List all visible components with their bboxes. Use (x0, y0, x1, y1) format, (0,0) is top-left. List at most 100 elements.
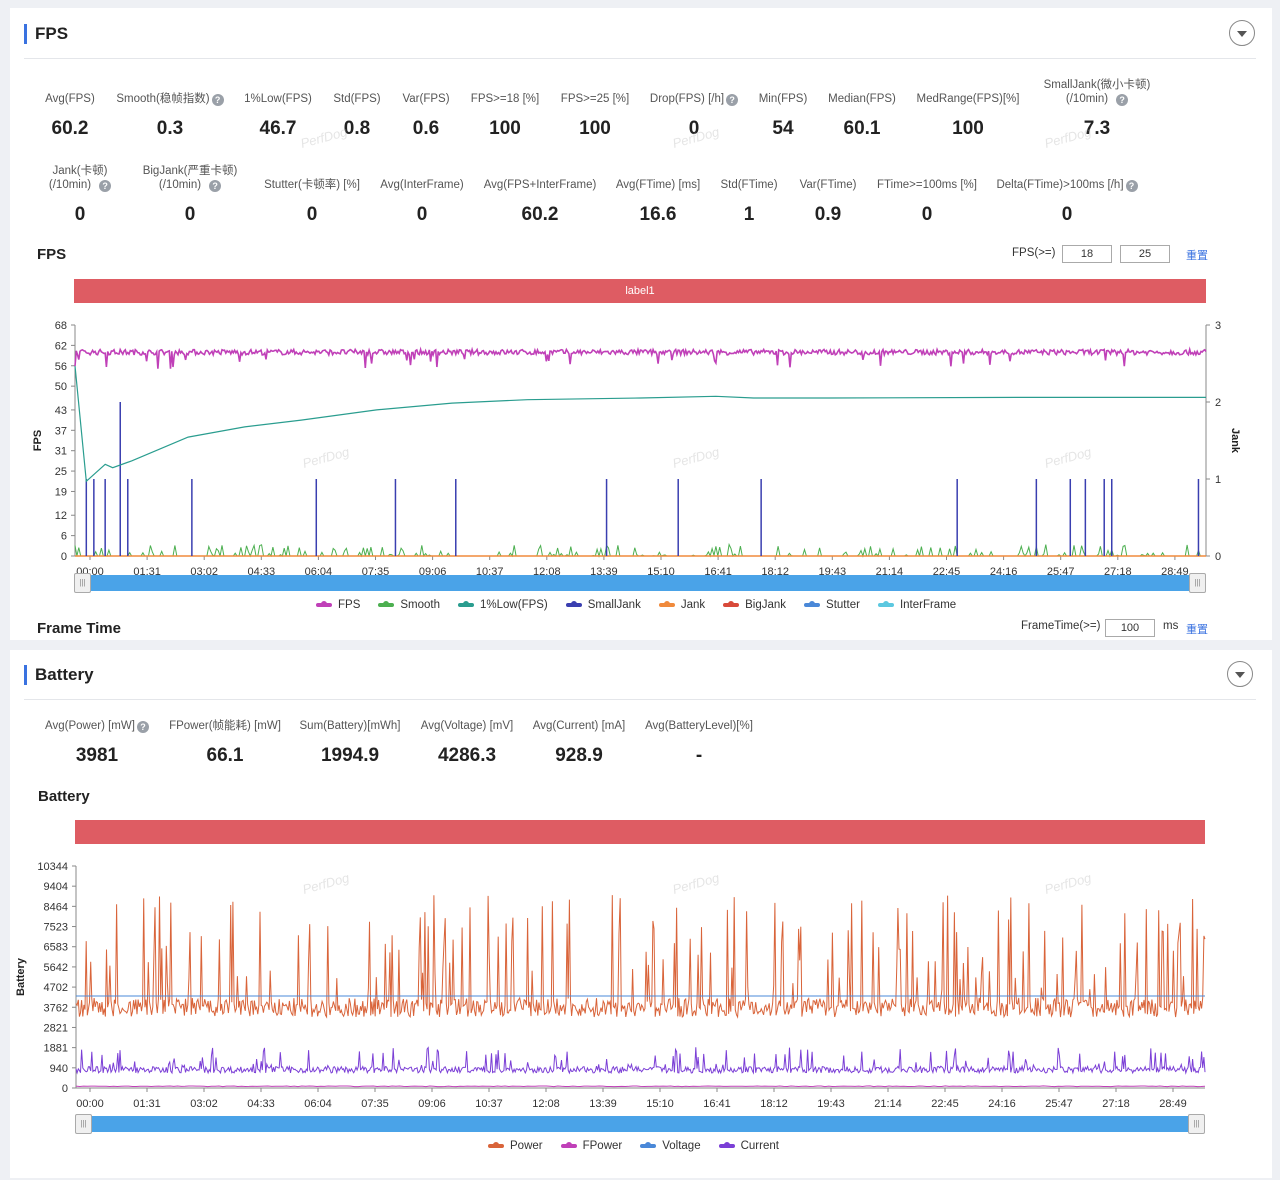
metric-value: 0.3 (156, 118, 184, 139)
frametime-reset-link[interactable]: 重置 (1186, 624, 1208, 636)
help-icon[interactable]: ? (136, 721, 149, 733)
fps-legend: FPS Smooth 1%Low(FPS) SmallJank Jank BigJank S… (316, 599, 956, 611)
help-icon[interactable]: ? (209, 180, 222, 192)
panel-divider (24, 699, 1256, 700)
metric-label: Avg(Current) [mA] (532, 720, 626, 732)
y-tick-label: 19 (55, 486, 67, 498)
legend-item[interactable]: Power (488, 1140, 543, 1152)
legend-item[interactable]: FPS (316, 599, 360, 611)
chevron-down-icon (1235, 672, 1245, 678)
metric-value: 1 (743, 204, 755, 225)
x-tick-label: 10:37 (475, 1098, 503, 1110)
x-tick-label: 28:49 (1159, 1098, 1187, 1110)
fps-collapse-button[interactable] (1229, 20, 1255, 46)
fps-row1-metric: Min(FPS) 54 (703, 92, 863, 139)
x-tick-label: 04:33 (247, 1098, 275, 1110)
metric-label: Stutter(卡顿率) [%] (264, 179, 360, 191)
metric-label-unit: (/10min)? (110, 178, 270, 192)
legend-swatch-icon (640, 1142, 657, 1148)
metric-value: 60.2 (51, 118, 89, 139)
legend-label: Smooth (400, 599, 441, 611)
y2-tick-label: 0 (1215, 551, 1221, 563)
metric-label-unit: (/10min)? (1017, 92, 1177, 106)
panel-divider (24, 58, 1256, 59)
help-icon[interactable]: ? (211, 94, 224, 106)
metric-label: Std(FPS) (333, 93, 381, 105)
battery-collapse-button[interactable] (1227, 661, 1253, 687)
metric-value: 100 (579, 118, 611, 139)
help-icon[interactable]: ? (1125, 180, 1138, 192)
metric-label: Median(FPS) (828, 93, 896, 105)
legend-swatch-icon (316, 601, 332, 607)
metric-value: 3981 (75, 745, 119, 766)
fps-slider-handle-right[interactable]: ||| (1189, 573, 1206, 593)
fps-threshold-input-1[interactable] (1062, 245, 1112, 263)
legend-swatch-icon (804, 601, 821, 607)
y2-tick-label: 1 (1215, 474, 1221, 486)
fps-row1-metric: Std(FPS) 0.8 (277, 92, 437, 139)
series-power (75, 895, 1206, 1019)
fps-row2-metric: BigJank(严重卡顿) (/10min)? 0 (110, 164, 270, 225)
battery-label-band[interactable] (75, 820, 1205, 844)
y-tick-label: 31 (55, 446, 67, 458)
metric-label: Avg(FPS) (45, 93, 95, 105)
metric-value: 0 (1061, 204, 1073, 225)
legend-item[interactable]: 1%Low(FPS) (458, 599, 548, 611)
fps-label-band[interactable]: label1 (74, 279, 1206, 303)
fps-threshold-input-2[interactable] (1120, 245, 1170, 263)
legend-label: SmallJank (587, 599, 641, 611)
x-tick-label: 01:31 (133, 1098, 161, 1110)
legend-label: Jank (680, 599, 706, 611)
battery-chart-title: Battery (38, 788, 90, 805)
metric-label: Var(FTime) (799, 179, 857, 191)
legend-item[interactable]: Jank (658, 599, 706, 611)
legend-item[interactable]: Stutter (804, 599, 860, 611)
x-tick-label: 22:45 (931, 1098, 959, 1110)
battery-slider-handle-left[interactable]: ||| (75, 1114, 92, 1134)
metric-value: 16.6 (639, 204, 677, 225)
help-icon[interactable]: ? (99, 180, 112, 192)
frametime-input[interactable] (1105, 619, 1155, 637)
fps-time-slider[interactable]: ||| ||| (74, 573, 1206, 593)
fps-row2-metric: Jank(卡顿) (/10min)? 0 (0, 164, 160, 225)
frametime-label: FrameTime(>=) (1021, 620, 1101, 632)
battery-chart[interactable]: 0 940 1881 2821 3762 4702 5642 6583 7523 8464 9404… (10, 856, 1272, 1116)
metric-value: 1994.9 (320, 745, 380, 766)
legend-item[interactable]: Current (718, 1140, 779, 1152)
metric-value: 0 (921, 204, 933, 225)
help-icon[interactable]: ? (1116, 94, 1129, 106)
legend-label: FPS (338, 599, 361, 611)
metric-label-unit: (/10min)? (0, 178, 160, 192)
fps-slider-handle-left[interactable]: ||| (74, 573, 91, 593)
legend-swatch-icon (565, 601, 582, 607)
metric-value: 0 (74, 204, 86, 225)
metric-label: Delta(FTime)>100ms [/h]? (987, 178, 1147, 192)
legend-swatch-icon (488, 1142, 504, 1148)
legend-item[interactable]: InterFrame (877, 599, 956, 611)
metric-label: Var(FPS) (402, 93, 450, 105)
legend-item[interactable]: Smooth (378, 599, 440, 611)
y-tick-label: 50 (55, 381, 67, 393)
battery-metric: Avg(BatteryLevel)[%] - (619, 719, 779, 766)
legend-item[interactable]: BigJank (723, 599, 786, 611)
y-tick-label: 7523 (44, 922, 68, 934)
legend-item[interactable]: SmallJank (565, 599, 641, 611)
metric-label: Sum(Battery)[mWh] (299, 720, 401, 732)
y-tick-label: 68 (55, 320, 67, 332)
metric-value: 100 (489, 118, 521, 139)
battery-slider-handle-right[interactable]: ||| (1188, 1114, 1205, 1134)
metric-label: Drop(FPS) [/h]? (614, 92, 774, 106)
series-1pct-low (74, 365, 1206, 483)
metric-label: BigJank(严重卡顿) (142, 165, 238, 177)
metric-label: SmallJank(微小卡顿) (1043, 79, 1151, 91)
fps-reset-link[interactable]: 重置 (1186, 250, 1208, 262)
series-current (75, 1046, 1206, 1075)
legend-swatch-icon (560, 1142, 577, 1148)
legend-item[interactable]: Voltage (640, 1140, 701, 1152)
battery-metric: Avg(Current) [mA] 928.9 (499, 719, 659, 766)
legend-item[interactable]: FPower (560, 1140, 622, 1152)
battery-time-slider[interactable]: ||| ||| (75, 1114, 1205, 1134)
legend-label: Power (510, 1140, 543, 1152)
help-icon[interactable]: ? (726, 94, 739, 106)
